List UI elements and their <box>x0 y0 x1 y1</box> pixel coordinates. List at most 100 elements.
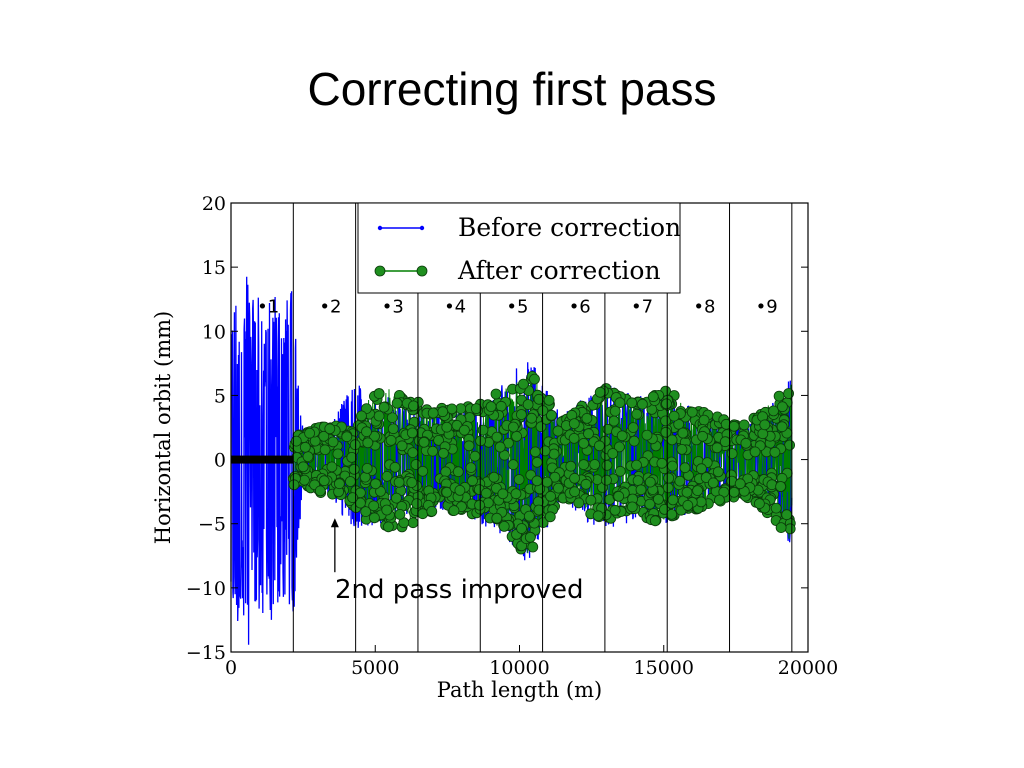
after-correction-point <box>427 445 439 457</box>
after-correction-point <box>784 439 795 451</box>
after-correction-point <box>299 441 311 453</box>
after-correction-point <box>681 486 693 498</box>
after-correction-point <box>516 523 527 534</box>
after-correction-point <box>644 498 656 510</box>
after-correction-point <box>662 482 674 494</box>
after-correction-point <box>531 475 543 487</box>
after-correction-point <box>441 486 453 498</box>
after-correction-point <box>344 476 356 487</box>
after-correction-point <box>332 448 344 460</box>
after-correction-point <box>324 423 336 435</box>
after-correction-point <box>609 405 621 417</box>
after-correction-point <box>686 406 698 418</box>
after-correction-point <box>406 477 418 488</box>
annotation: 2nd pass improved <box>330 518 584 605</box>
after-correction-point <box>455 403 467 415</box>
after-correction-point <box>544 511 556 523</box>
after-correction-point <box>368 512 380 524</box>
after-correction-point <box>508 421 519 433</box>
legend-after-label: After correction <box>457 256 661 285</box>
after-correction-point <box>601 459 613 471</box>
annotation-arrow-head <box>330 518 339 528</box>
after-correction-point <box>440 466 452 478</box>
after-correction-point <box>318 475 330 487</box>
after-correction-point <box>583 428 594 440</box>
series-after-correction <box>287 370 796 555</box>
after-correction-point <box>529 373 540 385</box>
after-correction-point <box>728 420 740 432</box>
after-correction-point <box>533 393 545 405</box>
after-correction-point <box>666 434 678 446</box>
after-correction-point <box>573 497 585 509</box>
after-correction-point <box>653 493 664 505</box>
after-correction-point <box>495 400 507 412</box>
after-correction-point <box>531 456 543 468</box>
pass-label: •2 <box>319 297 341 318</box>
after-correction-point <box>698 414 710 426</box>
after-correction-point <box>524 531 536 543</box>
after-correction-point <box>408 400 419 412</box>
after-correction-point <box>318 430 330 442</box>
after-correction-point <box>437 447 449 459</box>
after-correction-point <box>302 451 314 463</box>
after-correction-point <box>326 461 338 473</box>
after-correction-point <box>667 460 678 472</box>
after-correction-point <box>394 509 406 520</box>
legend-before-label: Before correction <box>458 213 681 242</box>
legend-before-marker <box>377 225 383 231</box>
after-correction-point <box>510 488 522 500</box>
after-correction-point <box>679 462 691 474</box>
after-correction-point <box>382 521 394 533</box>
after-correction-point <box>548 448 560 460</box>
after-correction-point <box>545 490 556 502</box>
after-correction-point <box>490 388 502 400</box>
after-correction-point <box>740 437 752 449</box>
y-tick-label: −10 <box>186 578 226 600</box>
x-tick-label: 0 <box>225 657 237 679</box>
y-tick-label: −5 <box>198 514 226 536</box>
after-correction-point <box>297 461 309 473</box>
after-correction-point <box>601 474 612 486</box>
after-correction-point <box>614 465 626 477</box>
legend-box <box>357 202 681 294</box>
after-correction-point <box>369 430 380 442</box>
after-correction-point <box>738 419 750 431</box>
after-correction-point <box>341 431 353 443</box>
after-correction-point <box>759 419 771 431</box>
legend-before-marker <box>419 225 425 231</box>
pass-label: •8 <box>693 297 715 318</box>
after-correction-point <box>360 506 372 518</box>
after-correction-point <box>769 446 781 458</box>
after-correction-point <box>491 512 503 524</box>
after-correction-point <box>427 407 439 419</box>
after-correction-point <box>711 442 723 454</box>
after-correction-point <box>494 441 506 453</box>
after-correction-point <box>348 463 360 475</box>
after-correction-point <box>433 434 445 446</box>
after-correction-point <box>362 437 374 449</box>
after-correction-point <box>768 405 779 417</box>
after-correction-point <box>656 457 668 469</box>
after-correction-point <box>568 418 580 430</box>
after-correction-point <box>749 446 761 458</box>
after-correction-point <box>714 494 725 506</box>
after-correction-point <box>697 430 708 442</box>
after-correction-point <box>631 459 642 471</box>
after-correction-point <box>594 440 605 452</box>
after-correction-point <box>333 478 345 490</box>
pass-label: •5 <box>506 297 528 318</box>
after-correction-point <box>552 425 564 437</box>
after-correction-point <box>616 430 628 442</box>
after-correction-point <box>298 474 310 486</box>
pass-label: •3 <box>382 297 404 318</box>
after-correction-point <box>511 430 522 442</box>
after-correction-point <box>448 505 460 517</box>
y-tick-label: −15 <box>186 642 226 664</box>
after-correction-point <box>541 476 553 488</box>
after-correction-point <box>390 492 402 504</box>
after-correction-point <box>696 463 707 475</box>
after-correction-point <box>569 472 580 484</box>
after-correction-point <box>754 498 765 510</box>
after-correction-point <box>578 437 590 449</box>
